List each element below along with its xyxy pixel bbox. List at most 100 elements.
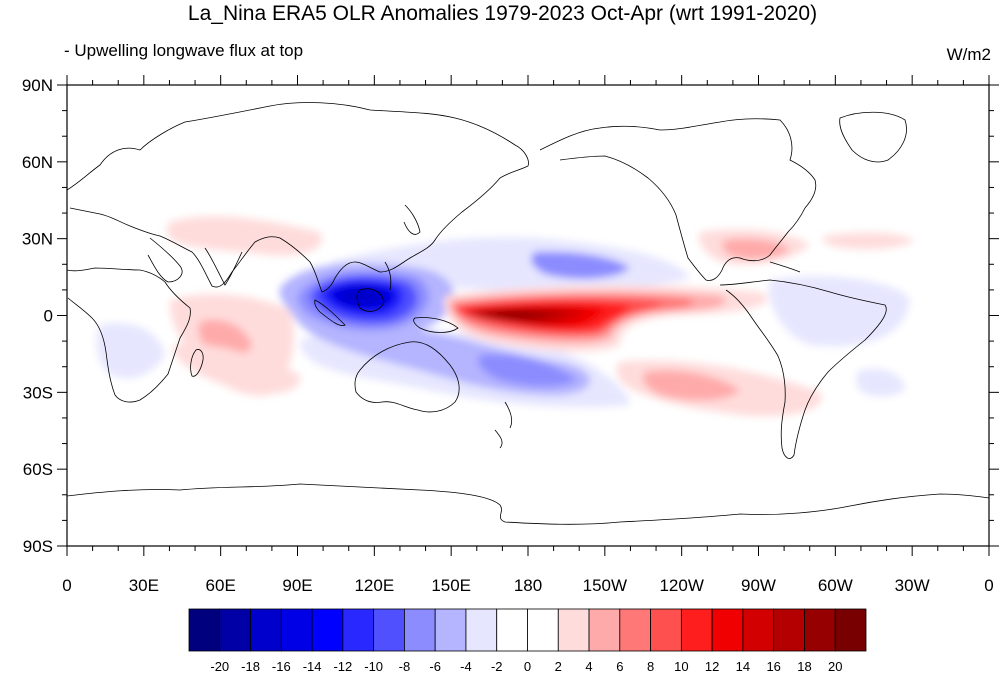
colorbar-label: 14 — [736, 659, 750, 674]
colorbar-box — [650, 608, 682, 652]
colorbar-labels: -20 -18 -16 -14 -12 -10 -8 -6 -4 -2 0 2 4 6 8 10 12 14 16 1… — [210, 659, 842, 674]
colorbar-label: 6 — [616, 659, 623, 674]
lon-label: 30E — [129, 576, 159, 595]
lat-label: 30N — [22, 230, 53, 249]
coast-madagascar — [190, 349, 204, 377]
colorbar-label: -12 — [333, 659, 352, 674]
lon-label: 90E — [282, 576, 312, 595]
colorbar-label: 16 — [766, 659, 780, 674]
coastlines — [67, 102, 989, 525]
colorbar-label: -6 — [429, 659, 441, 674]
positive-region-gulf-core — [722, 238, 790, 260]
coast-greenland — [839, 111, 907, 163]
lon-label: 90W — [741, 576, 776, 595]
coast-india — [204, 247, 243, 286]
colorbar-box — [711, 608, 744, 652]
lon-label: 120E — [354, 576, 394, 595]
lon-label: 0 — [62, 576, 71, 595]
lat-label: 0 — [44, 307, 53, 326]
colorbar-label: -16 — [272, 659, 291, 674]
coast-south-america — [719, 279, 887, 459]
variable-description: - Upwelling longwave flux at top — [64, 41, 304, 60]
lon-label: 0 — [984, 576, 993, 595]
colorbar-label: -18 — [241, 659, 260, 674]
positive-region-southeast-pacific-mid — [643, 370, 740, 401]
colorbar — [188, 608, 867, 652]
lon-label: 120W — [659, 576, 703, 595]
colorbar-box — [527, 608, 559, 652]
coast-new-zealand — [494, 401, 513, 449]
coast-arabia — [147, 237, 183, 283]
negative-region-amazon-light — [769, 276, 910, 347]
positive-region-africa-south — [172, 344, 301, 394]
lat-label: 90N — [22, 76, 53, 95]
lon-label: 150W — [583, 576, 627, 595]
coast-north-america — [539, 118, 817, 281]
colorbar-label: 12 — [705, 659, 719, 674]
colorbar-label: 2 — [555, 659, 562, 674]
colorbar-box — [619, 608, 651, 652]
lat-label: 60S — [23, 460, 53, 479]
colorbar-label: 18 — [797, 659, 811, 674]
lon-label: 60W — [818, 576, 853, 595]
lon-label: 60E — [206, 576, 236, 595]
colorbar-label: 0 — [524, 659, 531, 674]
anomaly-shading — [96, 216, 915, 417]
colorbar-box — [496, 608, 528, 652]
colorbar-box — [773, 608, 805, 652]
coast-borneo — [356, 288, 385, 312]
colorbar-label: -14 — [303, 659, 322, 674]
negative-region-atlantic — [856, 368, 905, 397]
colorbar-box — [742, 608, 775, 652]
coast-africa — [67, 267, 191, 403]
units-label: W/m2 — [946, 45, 991, 64]
colorbar-label: 4 — [585, 659, 592, 674]
colorbar-box — [373, 608, 405, 652]
colorbar-box — [465, 608, 498, 652]
lat-label: 30S — [23, 383, 53, 402]
colorbar-label: -2 — [491, 659, 503, 674]
colorbar-label: 10 — [674, 659, 688, 674]
coast-antarctica — [67, 483, 989, 525]
longitude-labels: 0 30E 60E 90E 120E 150E 180 150W 120W 90W 60W 30W 0 — [62, 576, 993, 595]
lon-label: 150E — [431, 576, 471, 595]
colorbar-label: -10 — [364, 659, 383, 674]
negative-region-maritime-core3 — [338, 287, 386, 306]
colorbar-box — [311, 608, 344, 652]
coast-philippines — [384, 261, 392, 291]
colorbar-box — [188, 608, 221, 652]
axis-ticks — [57, 75, 999, 556]
coast-caribbean — [769, 261, 801, 273]
colorbar-label: 8 — [647, 659, 654, 674]
colorbar-box — [434, 608, 467, 652]
positive-region-north-indian — [166, 216, 322, 256]
latitude-labels: 90N 60N 30N 0 30S 60S 90S — [22, 76, 53, 556]
lon-label: 180 — [514, 576, 542, 595]
map-title: La_Nina ERA5 OLR Anomalies 1979-2023 Oct… — [187, 2, 818, 25]
colorbar-label: 20 — [828, 659, 842, 674]
negative-region-spcz — [478, 354, 578, 387]
colorbar-label: -20 — [210, 659, 229, 674]
coast-new-guinea — [413, 317, 459, 333]
positive-band-core — [482, 312, 530, 318]
colorbar-box — [834, 608, 867, 652]
colorbar-box — [342, 608, 375, 652]
colorbar-label: -4 — [460, 659, 472, 674]
colorbar-label: -8 — [399, 659, 411, 674]
negative-region-africa — [96, 323, 165, 379]
coast-japan — [403, 204, 421, 235]
lat-label: 90S — [23, 537, 53, 556]
colorbar-box — [219, 608, 251, 652]
coast-australia — [354, 341, 460, 413]
negative-region-north-pacific — [531, 251, 630, 279]
colorbar-box — [250, 608, 282, 652]
colorbar-box — [280, 608, 313, 652]
colorbar-box — [557, 608, 590, 652]
coast-eurasia — [67, 102, 529, 293]
coast-sumatra — [314, 299, 346, 327]
colorbar-box — [680, 608, 713, 652]
colorbar-box — [404, 608, 436, 652]
colorbar-box — [804, 608, 836, 652]
lon-label: 30W — [895, 576, 930, 595]
